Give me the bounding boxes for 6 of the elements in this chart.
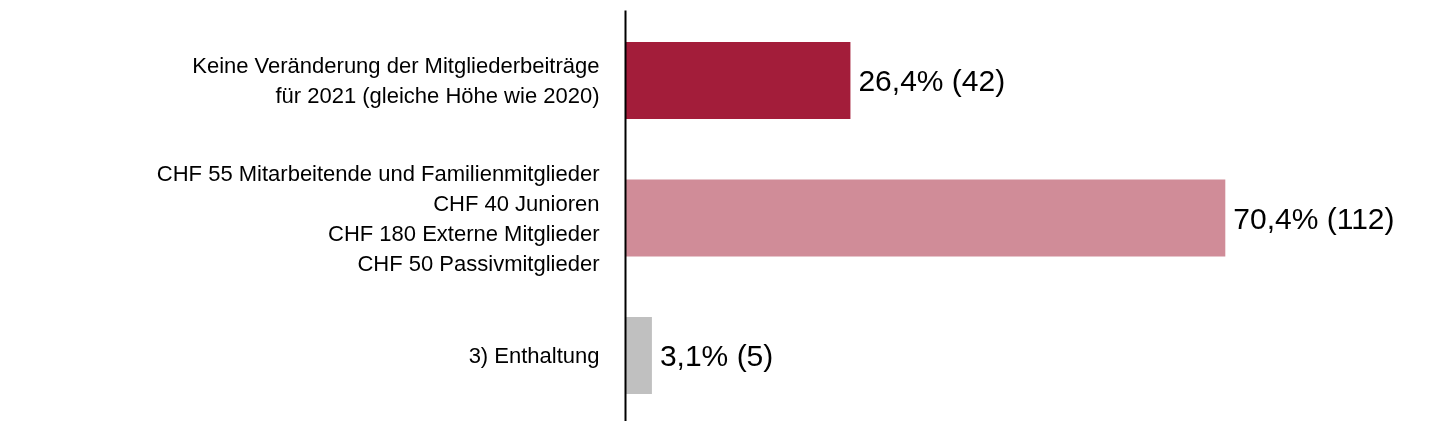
data-label: 3,1% (5): [659, 339, 774, 373]
y-tick-label: CHF 55 Mitarbeitende und Familienmitglieder CHF 40 Junioren CHF 180 Externe Mitglieder CHF 50 Passivmitglieder: [156, 160, 600, 276]
data-label: 70,4% (112): [1233, 201, 1395, 235]
y-tick-label: Keine Veränderung der Mitgliederbeiträge für 2021 (gleiche Höhe wie 2020): [192, 53, 600, 109]
data-label: 26,4% (42): [858, 64, 1006, 98]
y-tick-label: 3) Enthaltung: [468, 343, 600, 369]
